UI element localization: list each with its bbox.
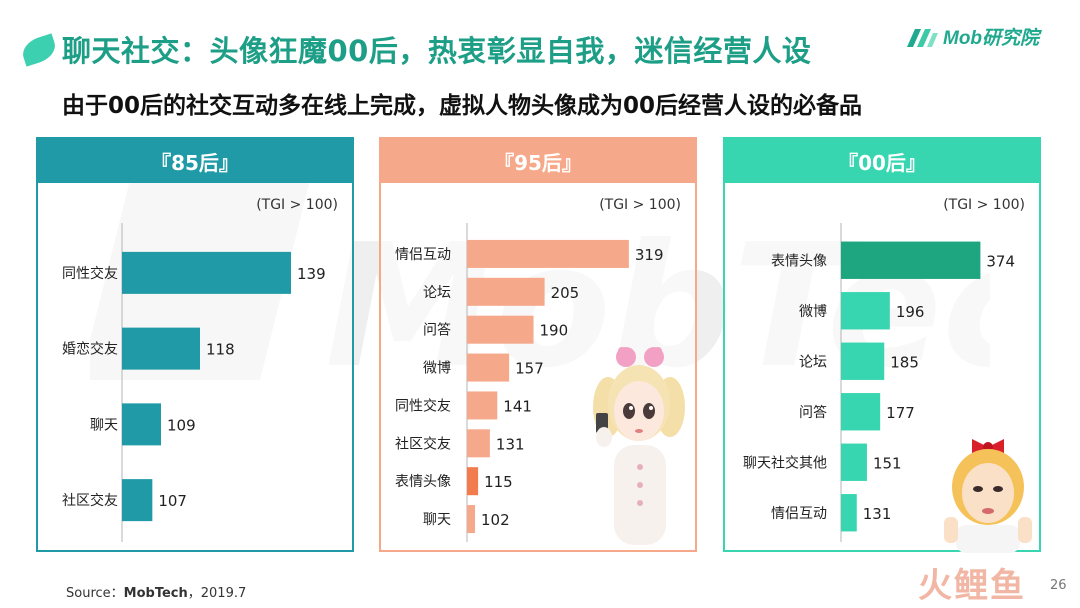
source-note: Source：MobTech，2019.7 (66, 582, 246, 601)
value-label: 141 (503, 397, 532, 415)
value-label: 177 (886, 404, 915, 422)
value-label: 319 (635, 246, 664, 264)
chart-panel-85: 『85后』 (TGI > 100) 同性交友 139 婚恋交友 118 聊天 109 社区交友… (36, 137, 354, 552)
value-label: 139 (297, 265, 326, 283)
value-label: 109 (167, 416, 196, 434)
category-label: 论坛 (799, 354, 827, 370)
value-label: 118 (206, 341, 235, 359)
cartoon-avatar-girl-bow (944, 439, 1032, 553)
value-label: 157 (515, 360, 544, 378)
bar-5 (467, 391, 498, 420)
bar-2 (467, 277, 545, 306)
page-subtitle: 由于00后的社交互动多在线上完成，虚拟人物头像成为00后经营人设的必备品 (62, 93, 863, 119)
value-label: 102 (481, 511, 510, 529)
chart-panel-00: 『00后』 (TGI > 100) 表情头像 374 微博 196 论坛 185 问答 177 聊… (723, 137, 1041, 552)
title-leaf-icon (19, 33, 59, 67)
category-label: 聊天社交其他 (743, 454, 827, 471)
tgi-note: (TGI > 100) (599, 197, 681, 213)
category-label: 同性交友 (395, 397, 451, 414)
bar-6 (841, 494, 857, 532)
source-label: Source： (66, 586, 124, 601)
value-label: 131 (496, 435, 525, 453)
value-label: 115 (484, 473, 513, 491)
bar-3 (122, 403, 161, 446)
page-number: 26 (1050, 578, 1067, 593)
category-label: 社区交友 (395, 435, 451, 452)
mob-logo-icon (907, 29, 938, 47)
panel-title-85: 『85后』 (38, 139, 352, 183)
tgi-note: (TGI > 100) (256, 197, 338, 213)
category-label: 表情头像 (395, 474, 451, 490)
logo-text: Mob研究院 (943, 27, 1040, 49)
bar-3 (841, 342, 885, 380)
category-label: 微博 (799, 303, 827, 320)
category-label: 问答 (423, 322, 451, 339)
bar-chart-00: (TGI > 100) 表情头像 374 微博 196 论坛 185 问答 177 聊天社交其他 1… (743, 197, 1025, 542)
value-label: 190 (540, 322, 569, 340)
value-label: 107 (158, 492, 187, 510)
category-label: 同性交友 (62, 265, 118, 282)
bar-chart-85: (TGI > 100) 同性交友 139 婚恋交友 118 聊天 109 社区交友 107 (62, 197, 338, 542)
chart-panel-95: 『95后』 (TGI > 100) 情侣互动 319 论坛 205 问答 190 微博 157 同… (379, 137, 697, 552)
category-label: 表情头像 (771, 253, 827, 269)
category-label: 婚恋交友 (62, 341, 118, 358)
bar-5 (841, 443, 867, 481)
bar-4 (122, 479, 153, 522)
category-label: 情侣互动 (771, 506, 827, 522)
category-label: 社区交友 (62, 492, 118, 509)
value-label: 374 (986, 252, 1015, 270)
bar-8 (467, 505, 475, 534)
source-date: ，2019.7 (187, 586, 247, 601)
cartoon-avatar-girl-pigtails (593, 347, 685, 545)
mob-logo: Mob研究院 (905, 16, 1039, 56)
value-label: 131 (863, 505, 892, 523)
bar-6 (467, 429, 490, 458)
panel-title-00: 『00后』 (725, 139, 1039, 183)
category-label: 聊天 (423, 512, 451, 528)
category-label: 情侣互动 (395, 247, 451, 263)
source-name: MobTech (123, 586, 188, 601)
value-label: 205 (551, 284, 580, 302)
bar-1 (841, 241, 981, 279)
value-label: 196 (896, 303, 925, 321)
panel-title-95: 『95后』 (381, 139, 695, 183)
value-label: 185 (890, 353, 919, 371)
value-label: 151 (873, 454, 902, 472)
brand-watermark: 火鲤鱼 (918, 566, 1026, 606)
bar-2 (841, 292, 890, 330)
bar-4 (841, 393, 881, 431)
tgi-note: (TGI > 100) (943, 197, 1025, 213)
bar-1 (122, 251, 291, 294)
bar-7 (467, 467, 479, 496)
page-title: 聊天社交：头像狂魔00后，热衷彰显自我，迷信经营人设 (62, 34, 812, 68)
category-label: 聊天 (90, 417, 118, 433)
category-label: 微博 (423, 360, 451, 377)
bar-2 (122, 327, 200, 370)
bar-1 (467, 239, 629, 268)
category-label: 问答 (799, 404, 827, 421)
bar-4 (467, 353, 510, 382)
bar-chart-95: (TGI > 100) 情侣互动 319 论坛 205 问答 190 微博 157 同性交友 141… (395, 197, 681, 542)
category-label: 论坛 (423, 285, 451, 301)
bar-3 (467, 315, 534, 344)
